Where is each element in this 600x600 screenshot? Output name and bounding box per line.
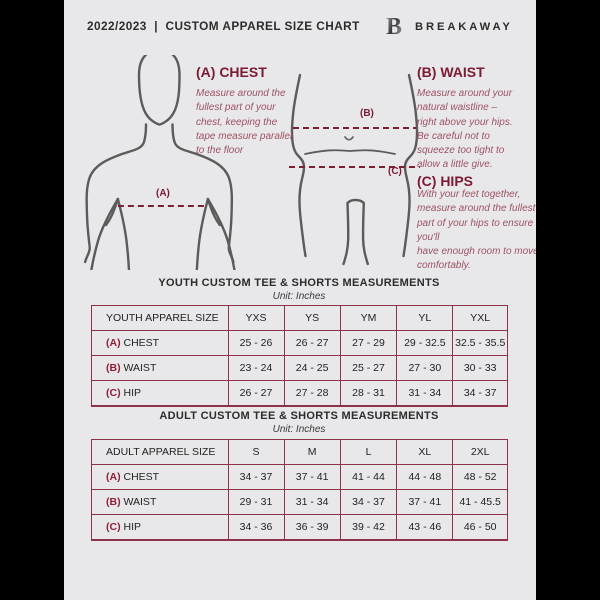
svg-text:B: B (386, 15, 402, 38)
